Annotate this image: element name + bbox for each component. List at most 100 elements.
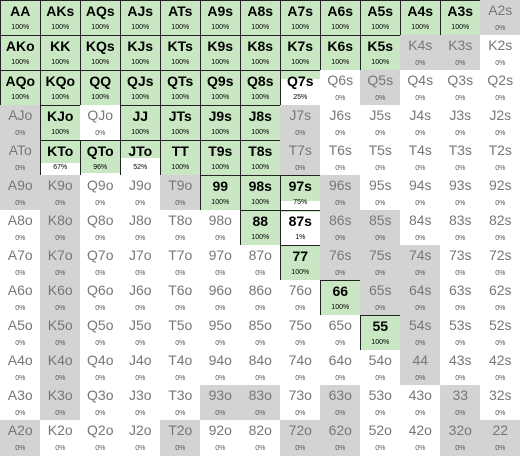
- hand-cell-qto[interactable]: QTo96%: [80, 140, 121, 176]
- hand-cell-ats[interactable]: ATs100%: [160, 0, 201, 36]
- hand-cell-a2s[interactable]: A2s0%: [480, 0, 520, 36]
- hand-cell-t9s[interactable]: T9s100%: [200, 140, 241, 176]
- hand-cell-95s[interactable]: 95s0%: [360, 175, 401, 211]
- hand-cell-88[interactable]: 88100%: [240, 210, 281, 246]
- hand-cell-84s[interactable]: 84s0%: [400, 210, 441, 246]
- hand-cell-q2o[interactable]: Q2o0%: [80, 420, 121, 456]
- hand-cell-q8s[interactable]: Q8s100%: [240, 70, 281, 106]
- hand-cell-93o[interactable]: 93o0%: [200, 385, 241, 421]
- hand-cell-76o[interactable]: 76o0%: [280, 280, 321, 316]
- hand-cell-ajs[interactable]: AJs100%: [120, 0, 161, 36]
- hand-cell-jts[interactable]: JTs100%: [160, 105, 201, 141]
- hand-cell-a3o[interactable]: A3o0%: [0, 385, 41, 421]
- hand-cell-kts[interactable]: KTs100%: [160, 35, 201, 71]
- hand-cell-k9o[interactable]: K9o0%: [40, 175, 81, 211]
- hand-cell-k4s[interactable]: K4s0%: [400, 35, 441, 71]
- hand-cell-t7o[interactable]: T7o0%: [160, 245, 201, 281]
- hand-cell-94o[interactable]: 94o0%: [200, 350, 241, 386]
- hand-cell-k5s[interactable]: K5s100%: [360, 35, 401, 71]
- hand-cell-92s[interactable]: 92s0%: [480, 175, 520, 211]
- hand-cell-55[interactable]: 55100%: [360, 315, 401, 351]
- hand-cell-t8o[interactable]: T8o0%: [160, 210, 201, 246]
- hand-cell-75s[interactable]: 75s0%: [360, 245, 401, 281]
- hand-cell-qjs[interactable]: QJs100%: [120, 70, 161, 106]
- hand-cell-j8s[interactable]: J8s100%: [240, 105, 281, 141]
- hand-cell-54s[interactable]: 54s0%: [400, 315, 441, 351]
- hand-cell-92o[interactable]: 92o0%: [200, 420, 241, 456]
- hand-cell-62o[interactable]: 62o0%: [320, 420, 361, 456]
- hand-cell-t5s[interactable]: T5s0%: [360, 140, 401, 176]
- hand-cell-j2o[interactable]: J2o0%: [120, 420, 161, 456]
- hand-cell-jj[interactable]: JJ100%: [120, 105, 161, 141]
- hand-cell-q8o[interactable]: Q8o0%: [80, 210, 121, 246]
- hand-cell-84o[interactable]: 84o0%: [240, 350, 281, 386]
- hand-cell-53s[interactable]: 53s0%: [440, 315, 481, 351]
- hand-cell-aks[interactable]: AKs100%: [40, 0, 81, 36]
- hand-cell-kto[interactable]: KTo67%: [40, 140, 81, 176]
- hand-cell-j7o[interactable]: J7o0%: [120, 245, 161, 281]
- hand-cell-t2s[interactable]: T2s0%: [480, 140, 520, 176]
- hand-cell-a9o[interactable]: A9o0%: [0, 175, 41, 211]
- hand-cell-97s[interactable]: 97s75%: [280, 175, 321, 211]
- hand-cell-qq[interactable]: QQ100%: [80, 70, 121, 106]
- hand-cell-q2s[interactable]: Q2s0%: [480, 70, 520, 106]
- hand-cell-t6s[interactable]: T6s0%: [320, 140, 361, 176]
- hand-cell-j8o[interactable]: J8o0%: [120, 210, 161, 246]
- hand-cell-k2s[interactable]: K2s0%: [480, 35, 520, 71]
- hand-cell-54o[interactable]: 54o0%: [360, 350, 401, 386]
- hand-cell-52o[interactable]: 52o0%: [360, 420, 401, 456]
- hand-cell-ako[interactable]: AKo100%: [0, 35, 41, 71]
- hand-cell-a9s[interactable]: A9s100%: [200, 0, 241, 36]
- hand-cell-q3o[interactable]: Q3o0%: [80, 385, 121, 421]
- hand-cell-96s[interactable]: 96s0%: [320, 175, 361, 211]
- hand-cell-85o[interactable]: 85o0%: [240, 315, 281, 351]
- hand-cell-32s[interactable]: 32s0%: [480, 385, 520, 421]
- hand-cell-62s[interactable]: 62s0%: [480, 280, 520, 316]
- hand-cell-44[interactable]: 440%: [400, 350, 441, 386]
- hand-cell-q4o[interactable]: Q4o0%: [80, 350, 121, 386]
- hand-cell-42o[interactable]: 42o0%: [400, 420, 441, 456]
- hand-cell-t8s[interactable]: T8s100%: [240, 140, 281, 176]
- hand-cell-82o[interactable]: 82o0%: [240, 420, 281, 456]
- hand-cell-98o[interactable]: 98o0%: [200, 210, 241, 246]
- hand-cell-76s[interactable]: 76s0%: [320, 245, 361, 281]
- hand-cell-32o[interactable]: 32o0%: [440, 420, 481, 456]
- hand-cell-q7s[interactable]: Q7s25%: [280, 70, 321, 106]
- hand-cell-a4o[interactable]: A4o0%: [0, 350, 41, 386]
- hand-cell-q7o[interactable]: Q7o0%: [80, 245, 121, 281]
- hand-cell-83o[interactable]: 83o0%: [240, 385, 281, 421]
- hand-cell-87o[interactable]: 87o0%: [240, 245, 281, 281]
- hand-cell-64o[interactable]: 64o0%: [320, 350, 361, 386]
- hand-cell-65s[interactable]: 65s0%: [360, 280, 401, 316]
- hand-cell-a5o[interactable]: A5o0%: [0, 315, 41, 351]
- hand-cell-85s[interactable]: 85s0%: [360, 210, 401, 246]
- hand-cell-tt[interactable]: TT100%: [160, 140, 201, 176]
- hand-cell-j3s[interactable]: J3s0%: [440, 105, 481, 141]
- hand-cell-k6o[interactable]: K6o0%: [40, 280, 81, 316]
- hand-cell-22[interactable]: 220%: [480, 420, 520, 456]
- hand-cell-73s[interactable]: 73s0%: [440, 245, 481, 281]
- hand-cell-k4o[interactable]: K4o0%: [40, 350, 81, 386]
- hand-cell-k8s[interactable]: K8s100%: [240, 35, 281, 71]
- hand-cell-95o[interactable]: 95o0%: [200, 315, 241, 351]
- hand-cell-j6o[interactable]: J6o0%: [120, 280, 161, 316]
- hand-cell-65o[interactable]: 65o0%: [320, 315, 361, 351]
- hand-cell-86o[interactable]: 86o0%: [240, 280, 281, 316]
- hand-cell-j9s[interactable]: J9s100%: [200, 105, 241, 141]
- hand-cell-j9o[interactable]: J9o0%: [120, 175, 161, 211]
- hand-cell-a7s[interactable]: A7s100%: [280, 0, 321, 36]
- hand-cell-t6o[interactable]: T6o0%: [160, 280, 201, 316]
- hand-cell-j4o[interactable]: J4o0%: [120, 350, 161, 386]
- hand-cell-j5o[interactable]: J5o0%: [120, 315, 161, 351]
- hand-cell-94s[interactable]: 94s0%: [400, 175, 441, 211]
- hand-cell-a7o[interactable]: A7o0%: [0, 245, 41, 281]
- hand-cell-t9o[interactable]: T9o0%: [160, 175, 201, 211]
- hand-cell-74s[interactable]: 74s0%: [400, 245, 441, 281]
- hand-cell-j7s[interactable]: J7s0%: [280, 105, 321, 141]
- hand-cell-aqs[interactable]: AQs100%: [80, 0, 121, 36]
- hand-cell-74o[interactable]: 74o0%: [280, 350, 321, 386]
- hand-cell-j6s[interactable]: J6s0%: [320, 105, 361, 141]
- hand-cell-jto[interactable]: JTo52%: [120, 140, 161, 176]
- hand-cell-a5s[interactable]: A5s100%: [360, 0, 401, 36]
- hand-cell-aqo[interactable]: AQo100%: [0, 70, 41, 106]
